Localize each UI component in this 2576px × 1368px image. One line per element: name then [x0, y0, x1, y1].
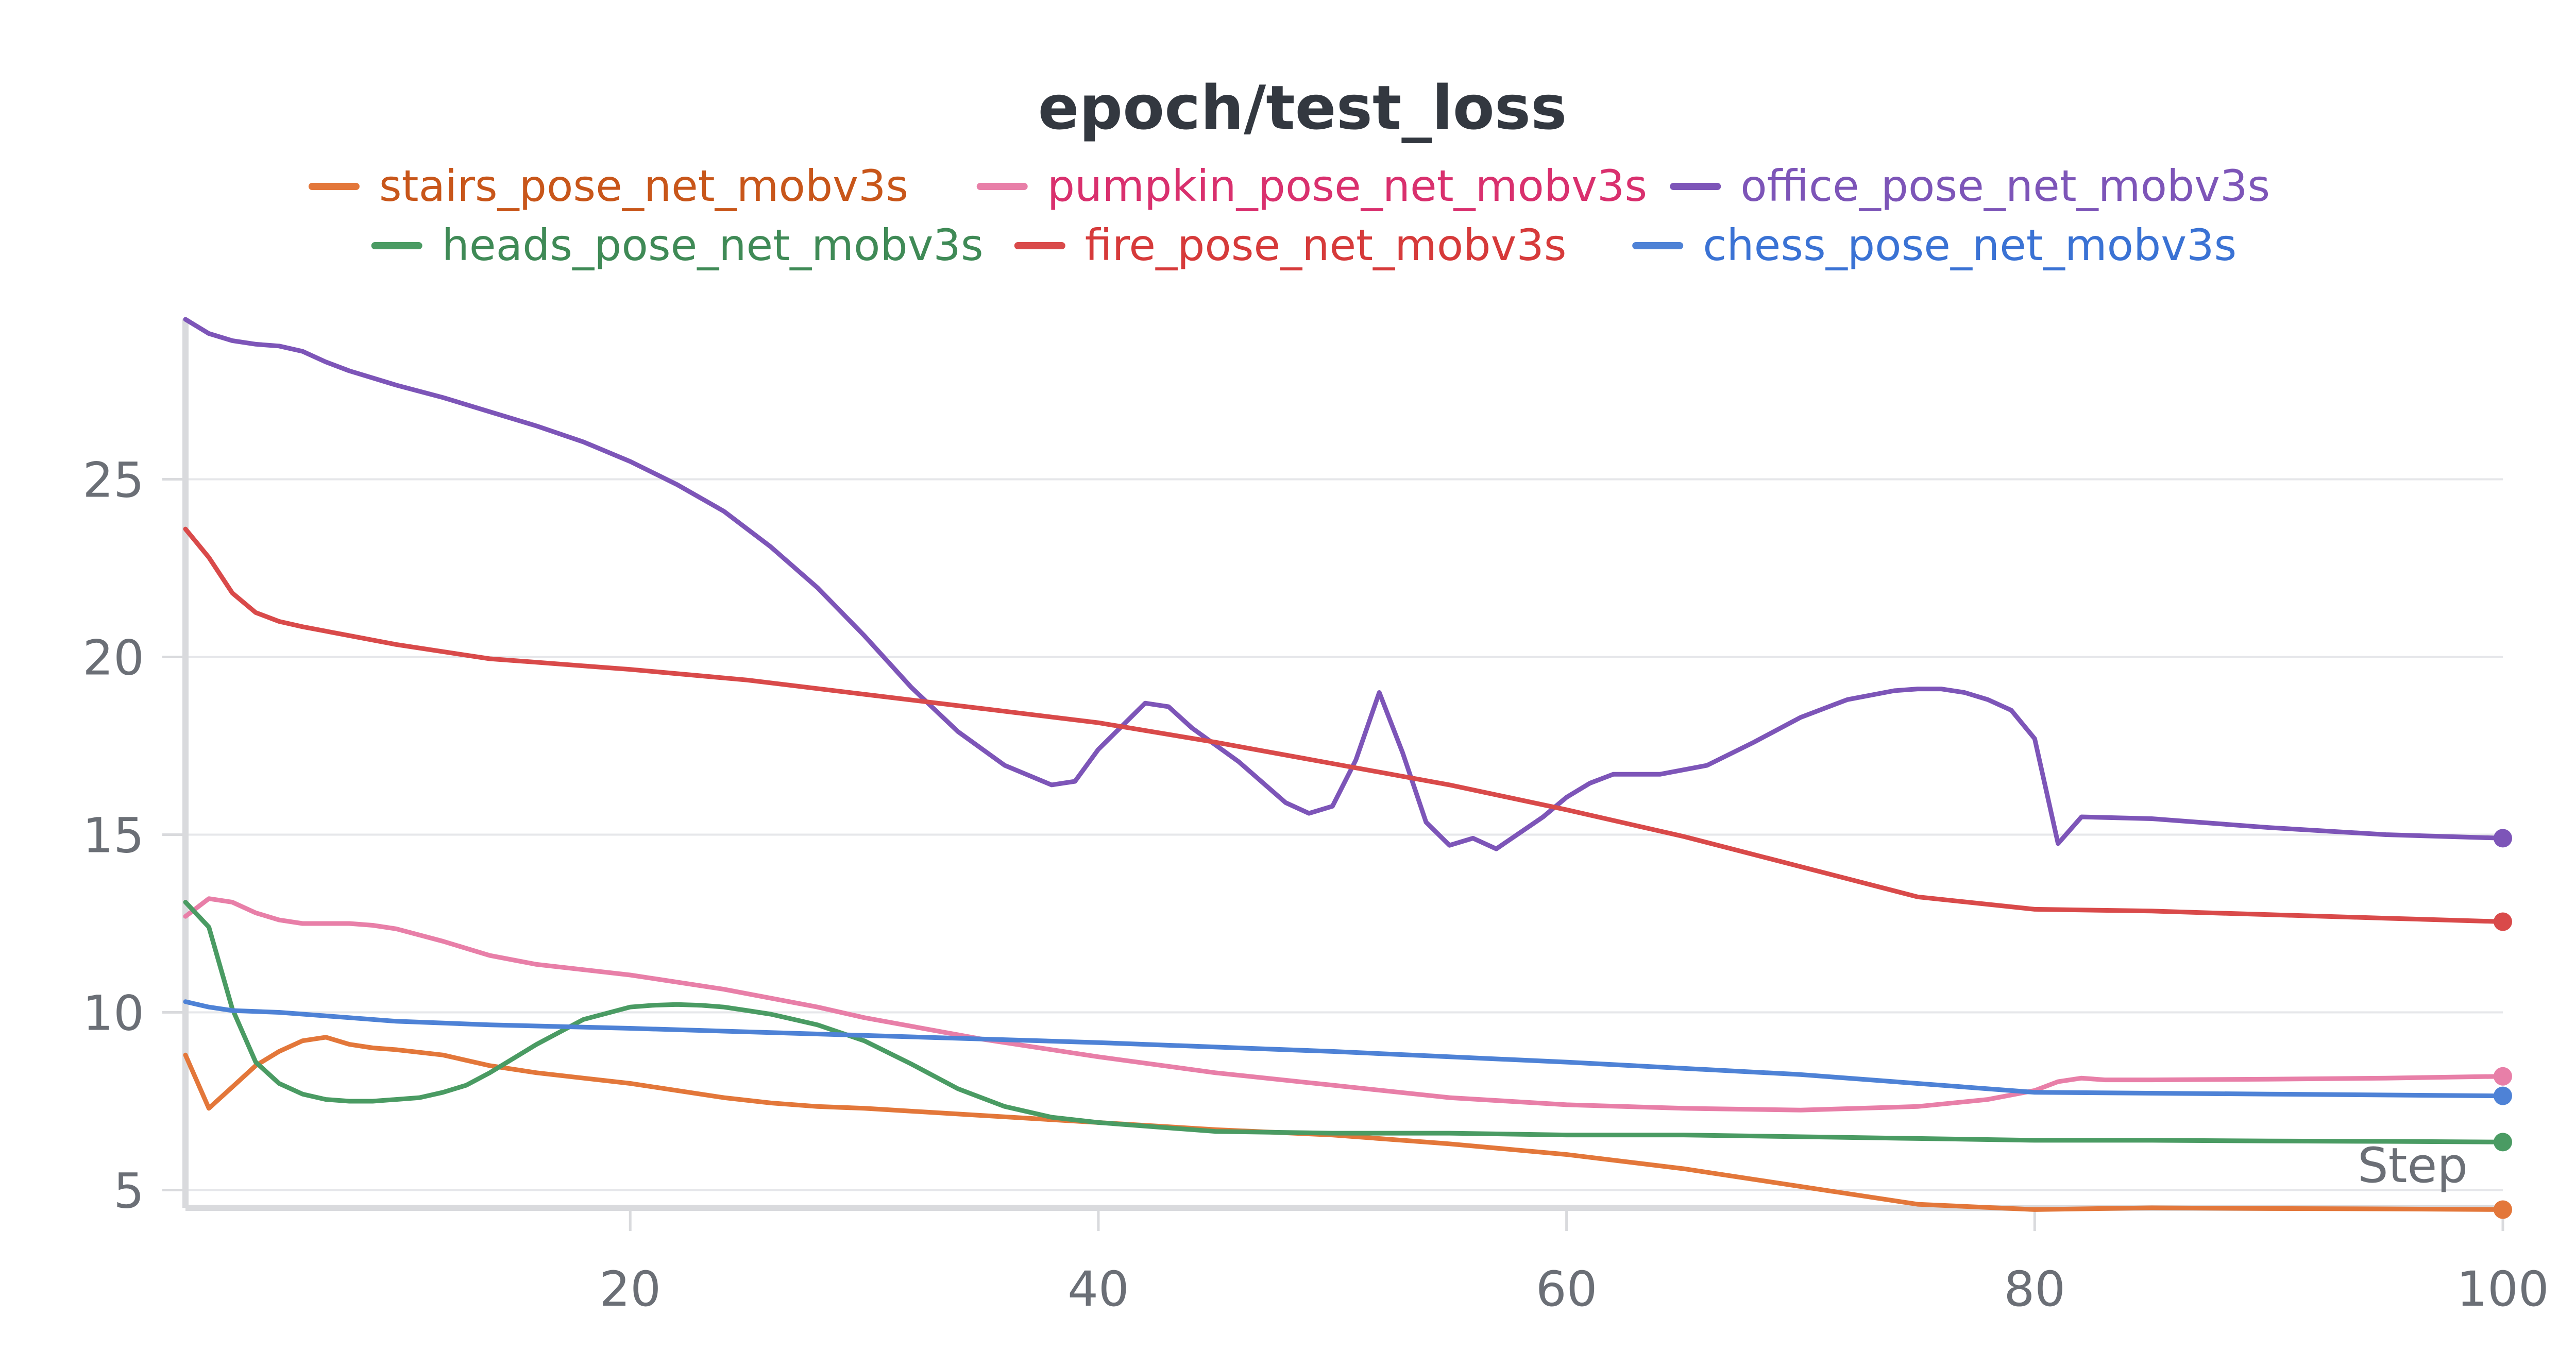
y-tick-label: 5: [113, 1164, 144, 1220]
y-tick-label: 15: [82, 808, 144, 864]
x-tick-label: 100: [2456, 1261, 2549, 1318]
endpoint-chess_pose_net_mobv3s: [2494, 1086, 2512, 1105]
legend-label: fire_pose_net_mobv3s: [1085, 220, 1567, 270]
series-lines: [183, 317, 2505, 1212]
legend: stairs_pose_net_mobv3s pumpkin_pose_net_m…: [308, 161, 2270, 270]
x-axis-label: Step: [2358, 1138, 2468, 1194]
endpoint-office_pose_net_mobv3s: [2494, 829, 2512, 848]
y-tick-label: 20: [82, 630, 144, 687]
endpoint-stairs_pose_net_mobv3s: [2494, 1200, 2512, 1219]
x-tick-label: 20: [599, 1261, 661, 1318]
series-line-pumpkin_pose_net_mobv3s: [183, 896, 2505, 1113]
x-tick-label: 40: [1067, 1261, 1129, 1318]
x-tick-label: 80: [2004, 1261, 2066, 1318]
endpoint-heads_pose_net_mobv3s: [2494, 1133, 2512, 1152]
y-tick-label: 10: [82, 986, 144, 1042]
x-tick-label: 60: [1536, 1261, 1598, 1318]
y-tick-label: 25: [82, 453, 144, 509]
series-line-heads_pose_net_mobv3s: [183, 900, 2505, 1144]
series-line-fire_pose_net_mobv3s: [183, 526, 2505, 924]
legend-label: heads_pose_net_mobv3s: [442, 220, 984, 270]
series-line-chess_pose_net_mobv3s: [183, 999, 2505, 1099]
legend-label: pumpkin_pose_net_mobv3s: [1047, 161, 1647, 211]
legend-label: stairs_pose_net_mobv3s: [379, 161, 908, 211]
series-line-stairs_pose_net_mobv3s: [183, 1035, 2505, 1212]
endpoint-pumpkin_pose_net_mobv3s: [2494, 1067, 2512, 1086]
gridlines: [185, 478, 2503, 1191]
legend-label: office_pose_net_mobv3s: [1740, 161, 2270, 211]
endpoint-fire_pose_net_mobv3s: [2494, 912, 2512, 931]
legend-label: chess_pose_net_mobv3s: [1703, 220, 2236, 270]
axes: 5 10 15 20 25 20 40 60 80 100: [82, 319, 2549, 1318]
series-line-office_pose_net_mobv3s: [183, 317, 2505, 851]
series-endpoints: [2494, 829, 2512, 1219]
chart-title: epoch/test_loss: [1038, 72, 1567, 143]
